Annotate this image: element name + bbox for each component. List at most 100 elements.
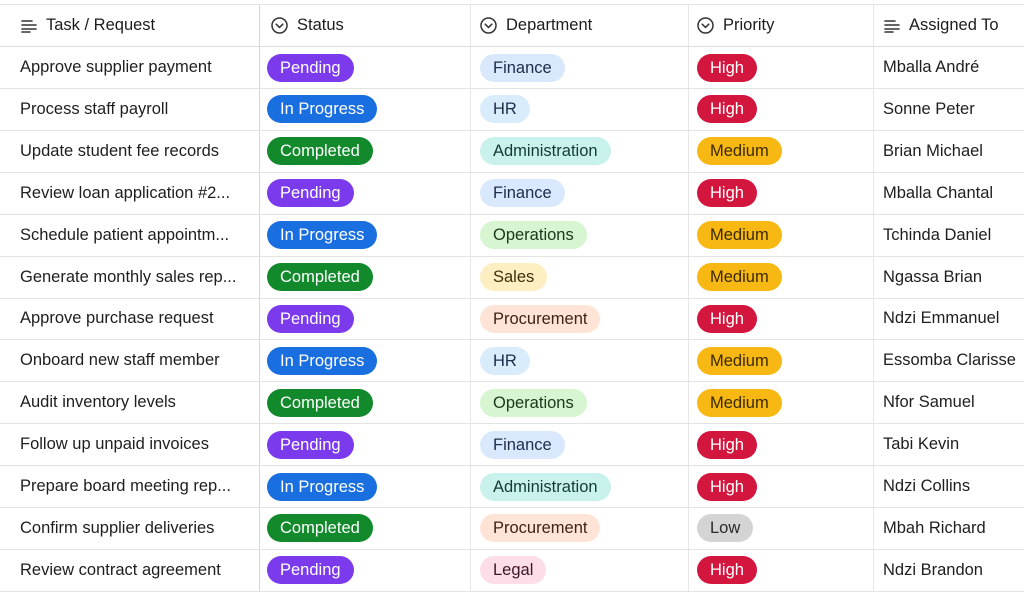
priority-badge[interactable]: Medium <box>697 263 782 291</box>
priority-cell[interactable]: Medium <box>689 340 874 382</box>
department-cell[interactable]: HR <box>471 340 689 382</box>
assigned-cell[interactable]: Tabi Kevin <box>874 424 1024 465</box>
task-cell[interactable]: Process staff payroll <box>0 88 260 130</box>
table-row[interactable]: Review loan application #2... Pending Fina… <box>0 172 1024 215</box>
priority-badge[interactable]: High <box>697 430 757 459</box>
task-cell[interactable]: Review contract agreement <box>0 549 260 591</box>
assigned-cell[interactable]: Ngassa Brian <box>874 257 1024 298</box>
priority-badge[interactable]: High <box>697 472 757 501</box>
status-badge[interactable]: In Progress <box>267 346 378 375</box>
assigned-cell[interactable]: Ndzi Collins <box>874 466 1024 507</box>
priority-badge[interactable]: High <box>697 95 757 124</box>
priority-cell[interactable]: Low <box>689 507 874 549</box>
status-badge[interactable]: Completed <box>267 388 373 417</box>
department-cell[interactable]: Procurement <box>471 298 689 340</box>
department-cell[interactable]: Finance <box>471 424 689 466</box>
status-cell[interactable]: In Progress <box>260 88 471 130</box>
priority-cell[interactable]: Medium <box>689 256 874 298</box>
status-cell[interactable]: Pending <box>260 549 471 591</box>
priority-badge[interactable]: High <box>697 556 757 585</box>
department-badge[interactable]: Procurement <box>480 304 601 333</box>
status-cell[interactable]: In Progress <box>260 214 471 256</box>
status-cell[interactable]: Completed <box>260 256 471 298</box>
status-badge[interactable]: Pending <box>267 430 354 459</box>
table-row[interactable]: Approve supplier payment Pending Finance Hi… <box>0 47 1024 89</box>
department-badge[interactable]: Operations <box>480 388 587 417</box>
priority-cell[interactable]: High <box>689 88 874 130</box>
department-cell[interactable]: HR <box>471 88 689 130</box>
task-cell[interactable]: Generate monthly sales rep... <box>0 256 260 298</box>
task-cell[interactable]: Review loan application #2... <box>0 172 260 214</box>
column-header-assigned[interactable]: Assigned To <box>874 5 1024 46</box>
assigned-cell[interactable]: Tchinda Daniel <box>874 215 1024 256</box>
department-cell[interactable]: Operations <box>471 382 689 424</box>
status-badge[interactable]: Pending <box>267 304 354 333</box>
priority-cell[interactable]: High <box>689 47 874 88</box>
assigned-cell[interactable]: Ndzi Emmanuel <box>874 298 1024 339</box>
priority-cell[interactable]: High <box>689 549 874 591</box>
table-row[interactable]: Follow up unpaid invoices Pending Finance H… <box>0 424 1024 467</box>
status-cell[interactable]: In Progress <box>260 466 471 507</box>
department-badge[interactable]: Finance <box>480 53 565 82</box>
status-badge[interactable]: Completed <box>267 137 373 166</box>
priority-badge[interactable]: Medium <box>697 346 782 375</box>
priority-badge[interactable]: Low <box>697 514 754 543</box>
assigned-cell[interactable]: Sonne Peter <box>874 89 1024 130</box>
table-row[interactable]: Confirm supplier deliveries Completed Proc… <box>0 507 1024 550</box>
status-badge[interactable]: Pending <box>267 179 354 208</box>
assigned-cell[interactable]: Mballa André <box>874 47 1024 88</box>
department-badge[interactable]: HR <box>480 346 530 375</box>
table-row[interactable]: Process staff payroll In Progress HR High So… <box>0 88 1024 131</box>
priority-cell[interactable]: Medium <box>689 382 874 424</box>
department-cell[interactable]: Finance <box>471 47 689 88</box>
task-cell[interactable]: Approve supplier payment <box>0 47 260 88</box>
department-cell[interactable]: Operations <box>471 214 689 256</box>
department-cell[interactable]: Administration <box>471 130 689 172</box>
task-cell[interactable]: Approve purchase request <box>0 298 260 340</box>
table-row[interactable]: Prepare board meeting rep... In Progress A… <box>0 466 1024 508</box>
table-row[interactable]: Update student fee records Completed Admin… <box>0 130 1024 173</box>
assigned-cell[interactable]: Brian Michael <box>874 131 1024 172</box>
priority-cell[interactable]: High <box>689 172 874 214</box>
department-badge[interactable]: Finance <box>480 179 565 208</box>
priority-cell[interactable]: Medium <box>689 130 874 172</box>
priority-cell[interactable]: Medium <box>689 214 874 256</box>
status-cell[interactable]: Pending <box>260 424 471 466</box>
task-cell[interactable]: Audit inventory levels <box>0 382 260 424</box>
table-row[interactable]: Review contract agreement Pending Legal Hig… <box>0 549 1024 592</box>
department-badge[interactable]: Sales <box>480 263 548 291</box>
status-cell[interactable]: Completed <box>260 130 471 172</box>
task-cell[interactable]: Schedule patient appointm... <box>0 214 260 256</box>
department-badge[interactable]: HR <box>480 95 530 124</box>
department-cell[interactable]: Finance <box>471 172 689 214</box>
department-badge[interactable]: Procurement <box>480 514 601 543</box>
table-row[interactable]: Audit inventory levels Completed Operation… <box>0 382 1024 425</box>
department-cell[interactable]: Administration <box>471 466 689 507</box>
priority-badge[interactable]: High <box>697 304 757 333</box>
column-header-department[interactable]: Department <box>471 5 689 46</box>
priority-cell[interactable]: High <box>689 466 874 507</box>
table-row[interactable]: Onboard new staff member In Progress HR Med… <box>0 340 1024 383</box>
task-cell[interactable]: Follow up unpaid invoices <box>0 424 260 466</box>
department-badge[interactable]: Administration <box>480 137 611 166</box>
status-badge[interactable]: In Progress <box>267 221 378 250</box>
column-header-task[interactable]: Task / Request <box>0 5 260 46</box>
priority-badge[interactable]: Medium <box>697 137 782 166</box>
department-badge[interactable]: Administration <box>480 472 611 501</box>
priority-cell[interactable]: High <box>689 298 874 340</box>
department-cell[interactable]: Sales <box>471 256 689 298</box>
department-cell[interactable]: Legal <box>471 549 689 591</box>
priority-cell[interactable]: High <box>689 424 874 466</box>
status-cell[interactable]: Pending <box>260 298 471 340</box>
column-header-status[interactable]: Status <box>260 5 471 46</box>
priority-badge[interactable]: Medium <box>697 221 782 250</box>
status-cell[interactable]: Pending <box>260 47 471 88</box>
department-badge[interactable]: Finance <box>480 430 565 459</box>
task-cell[interactable]: Onboard new staff member <box>0 340 260 382</box>
status-badge[interactable]: In Progress <box>267 472 378 501</box>
department-badge[interactable]: Legal <box>480 556 547 585</box>
status-badge[interactable]: Pending <box>267 53 354 82</box>
task-cell[interactable]: Confirm supplier deliveries <box>0 507 260 549</box>
priority-badge[interactable]: Medium <box>697 388 782 417</box>
department-badge[interactable]: Operations <box>480 221 587 250</box>
